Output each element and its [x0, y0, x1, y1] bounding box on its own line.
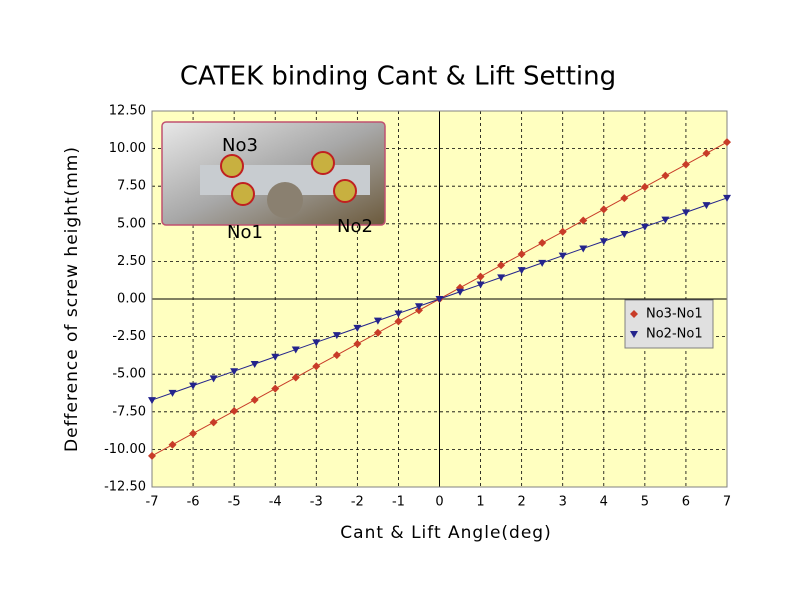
- marker: [723, 194, 731, 202]
- y-tick-label: 2.50: [117, 254, 146, 269]
- legend-label: No3-No1: [646, 307, 703, 322]
- x-axis-label: Cant & Lift Angle(deg): [340, 523, 551, 543]
- marker: [332, 332, 341, 340]
- marker: [630, 331, 638, 338]
- marker: [538, 259, 547, 267]
- marker: [414, 303, 423, 311]
- plot-border: [151, 110, 728, 488]
- marker: [456, 288, 465, 296]
- marker: [640, 182, 649, 191]
- marker: [394, 310, 403, 318]
- marker: [271, 384, 280, 393]
- x-tick-label: -6: [187, 495, 200, 510]
- x-tick-label: -3: [310, 495, 323, 510]
- marker: [681, 209, 690, 217]
- marker: [620, 194, 629, 203]
- marker: [630, 310, 638, 318]
- marker: [271, 353, 280, 361]
- marker: [230, 368, 239, 376]
- marker: [168, 440, 177, 449]
- marker: [373, 317, 382, 325]
- y-tick-label: 7.50: [117, 179, 146, 194]
- y-axis-label: Defference of screw height(mm): [62, 146, 82, 452]
- marker: [579, 245, 588, 253]
- marker: [702, 149, 711, 158]
- x-tick-label: -5: [228, 495, 241, 510]
- marker: [435, 296, 444, 303]
- marker: [476, 272, 485, 281]
- x-tick-label: 2: [518, 495, 526, 510]
- marker: [579, 216, 588, 225]
- marker: [312, 362, 321, 371]
- inset-label: No1: [227, 222, 263, 243]
- y-tick-label: 5.00: [117, 216, 146, 231]
- marker: [189, 429, 198, 438]
- legend: No3-No1 No2-No1: [624, 299, 714, 349]
- marker: [312, 339, 321, 347]
- marker: [661, 216, 670, 224]
- marker: [250, 360, 259, 368]
- legend-label: No2-No1: [646, 327, 703, 342]
- marker: [209, 375, 218, 383]
- marker: [250, 395, 259, 404]
- y-tick-label: 0.00: [117, 292, 146, 307]
- chart-title: CATEK binding Cant & Lift Setting: [180, 62, 616, 92]
- marker: [373, 328, 382, 337]
- x-tick-label: 4: [600, 495, 608, 510]
- marker: [702, 202, 711, 210]
- marker: [394, 317, 403, 326]
- marker: [148, 397, 156, 405]
- marker: [148, 451, 156, 460]
- marker: [558, 227, 567, 236]
- x-tick-label: -4: [269, 495, 282, 510]
- x-tick-label: -2: [351, 495, 364, 510]
- marker: [517, 267, 526, 275]
- x-tick-label: -1: [392, 495, 405, 510]
- marker: [332, 351, 341, 360]
- marker: [353, 339, 362, 348]
- marker: [640, 223, 649, 231]
- x-tick-label: -7: [146, 495, 159, 510]
- marker: [291, 346, 300, 354]
- x-tick-label: 5: [641, 495, 649, 510]
- marker: [681, 160, 690, 169]
- x-tick-label: 0: [435, 495, 443, 510]
- marker: [620, 231, 629, 239]
- x-tick-label: 3: [559, 495, 567, 510]
- marker: [538, 238, 547, 247]
- marker: [497, 261, 506, 270]
- y-tick-label: -12.50: [104, 480, 146, 495]
- marker: [497, 274, 506, 282]
- marker: [599, 205, 608, 214]
- marker: [414, 306, 423, 315]
- inset-label: No3: [222, 135, 258, 156]
- marker: [230, 407, 239, 416]
- marker: [558, 252, 567, 260]
- y-tick-label: 10.00: [109, 141, 146, 156]
- marker: [353, 324, 362, 332]
- y-tick-label: -7.50: [112, 404, 146, 419]
- marker: [189, 382, 198, 390]
- marker: [661, 171, 670, 180]
- marker: [599, 238, 608, 246]
- marker: [476, 281, 485, 289]
- x-tick-label: 7: [723, 495, 731, 510]
- x-tick-label: 6: [682, 495, 690, 510]
- y-tick-label: -5.00: [112, 367, 146, 382]
- marker: [168, 389, 177, 397]
- marker: [209, 418, 218, 427]
- y-tick-label: 12.50: [109, 104, 146, 119]
- inset-label: No2: [337, 216, 373, 237]
- y-tick-label: -10.00: [104, 442, 146, 457]
- inset-photo: No3 No1 No2: [161, 121, 386, 243]
- y-tick-label: -2.50: [112, 329, 146, 344]
- x-tick-label: 1: [476, 495, 484, 510]
- marker: [291, 373, 300, 382]
- marker: [517, 250, 526, 259]
- marker: [723, 138, 731, 147]
